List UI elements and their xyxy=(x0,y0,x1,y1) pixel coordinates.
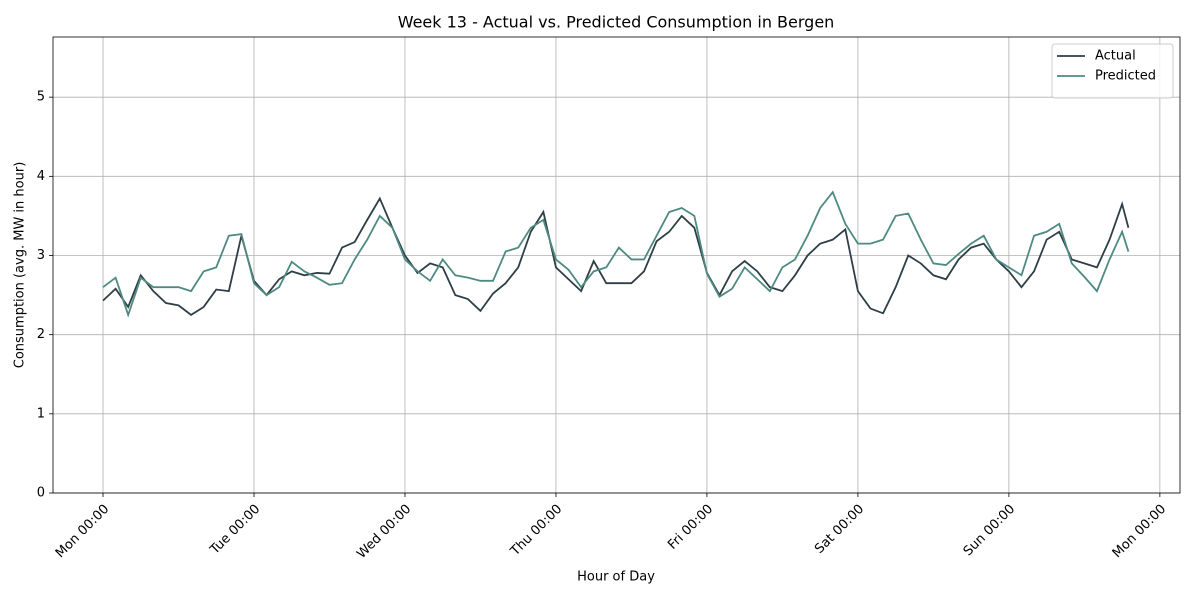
x-tick-label: Sat 00:00 xyxy=(812,502,867,557)
y-tick-label: 2 xyxy=(37,327,45,342)
x-tick-label: Sun 00:00 xyxy=(961,502,1019,560)
legend: Actual Predicted xyxy=(1051,43,1174,99)
chart-title: Week 13 - Actual vs. Predicted Consumpti… xyxy=(398,13,835,32)
x-axis-label: Hour of Day xyxy=(577,570,655,585)
x-tick-label: Mon 00:00 xyxy=(53,502,112,561)
x-tick-label: Wed 00:00 xyxy=(354,502,414,562)
y-tick-label: 0 xyxy=(37,486,45,501)
legend-label: Predicted xyxy=(1095,69,1156,84)
plot-frame xyxy=(52,36,1181,494)
y-tick-label: 4 xyxy=(37,169,45,184)
y-tick-label: 1 xyxy=(37,406,45,421)
legend-label: Actual xyxy=(1095,49,1136,64)
x-tick-label: Fri 00:00 xyxy=(665,502,716,553)
series-line xyxy=(102,190,1130,318)
series-line xyxy=(102,196,1130,316)
y-tick-label: 3 xyxy=(37,248,45,263)
x-tick-label: Thu 00:00 xyxy=(507,502,565,560)
y-tick-label: 5 xyxy=(37,90,45,105)
x-tick-label: Tue 00:00 xyxy=(207,502,263,558)
y-axis-label: Consumption (avg. MW in hour) xyxy=(13,162,28,369)
x-tick-label: Mon 00:00 xyxy=(1110,502,1169,561)
legend-box xyxy=(1051,43,1174,99)
